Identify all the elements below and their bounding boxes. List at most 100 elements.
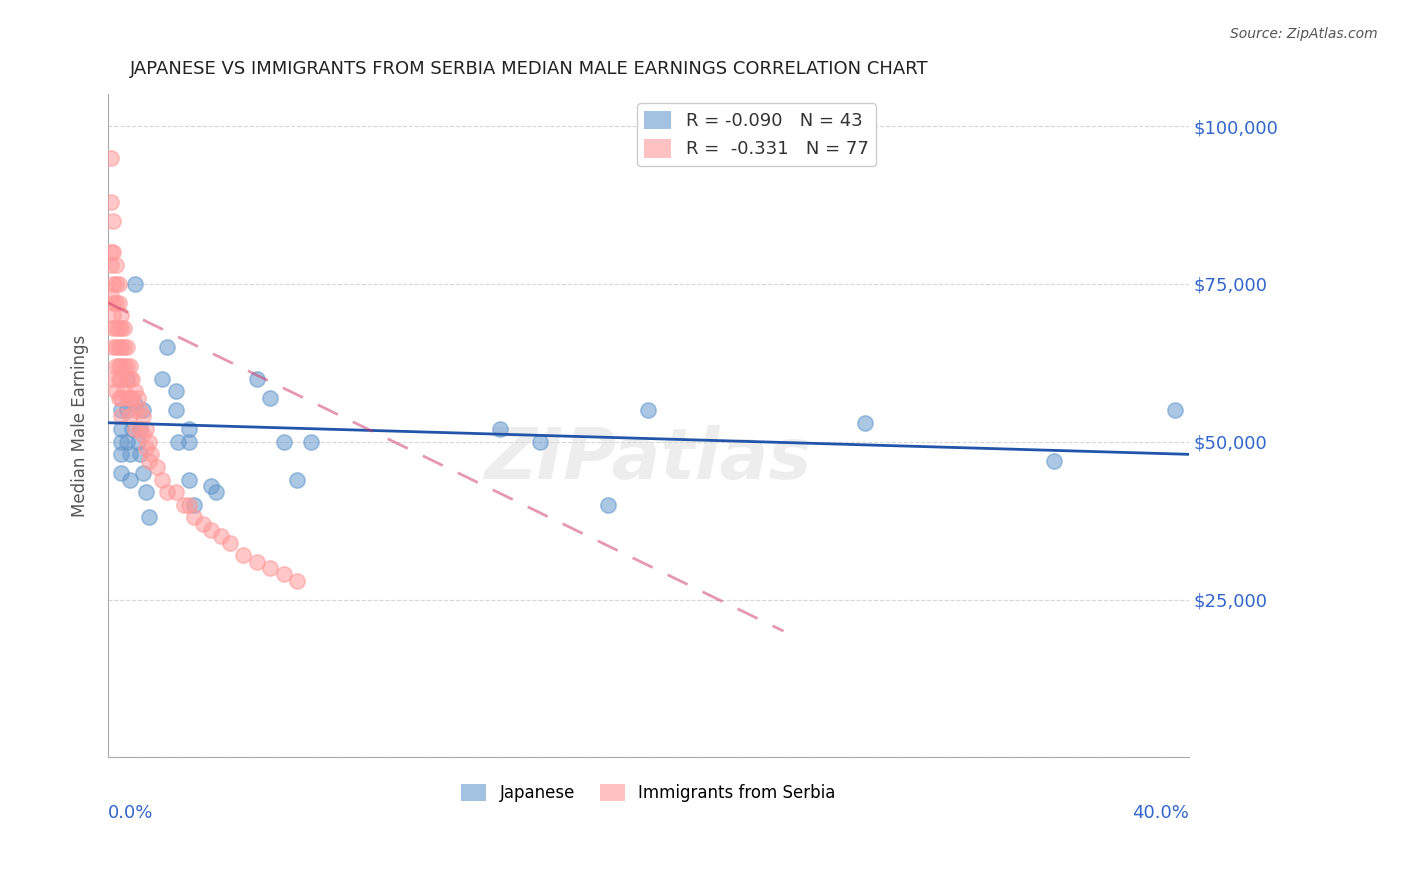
Y-axis label: Median Male Earnings: Median Male Earnings [72,334,89,517]
Immigrants from Serbia [118,409,141,424]
Immigrants from Serbia [183,510,205,524]
Immigrants from Serbia [110,371,132,385]
Japanese [124,277,146,291]
Japanese [273,434,295,449]
Immigrants from Serbia [100,289,122,303]
Immigrants from Serbia [105,258,128,272]
Japanese [135,485,157,500]
Text: ZIPatlas: ZIPatlas [485,425,813,493]
Immigrants from Serbia [107,295,129,310]
Immigrants from Serbia [124,403,146,417]
Japanese [110,467,132,481]
Immigrants from Serbia [110,359,132,373]
Japanese [165,384,187,399]
Immigrants from Serbia [218,535,240,549]
Immigrants from Serbia [141,447,163,461]
Immigrants from Serbia [138,434,160,449]
Japanese [183,498,205,512]
Immigrants from Serbia [285,574,308,588]
Text: Source: ZipAtlas.com: Source: ZipAtlas.com [1230,27,1378,41]
Immigrants from Serbia [173,498,195,512]
Text: JAPANESE VS IMMIGRANTS FROM SERBIA MEDIAN MALE EARNINGS CORRELATION CHART: JAPANESE VS IMMIGRANTS FROM SERBIA MEDIA… [129,60,928,78]
Immigrants from Serbia [124,422,146,436]
Immigrants from Serbia [129,422,152,436]
Immigrants from Serbia [100,258,122,272]
Immigrants from Serbia [107,321,129,335]
Japanese [853,416,876,430]
Text: 0.0%: 0.0% [108,804,153,822]
Immigrants from Serbia [103,321,125,335]
Japanese [138,510,160,524]
Immigrants from Serbia [105,340,128,354]
Immigrants from Serbia [232,549,254,563]
Japanese [156,340,179,354]
Immigrants from Serbia [246,555,269,569]
Japanese [118,473,141,487]
Immigrants from Serbia [103,277,125,291]
Japanese [115,403,138,417]
Legend: Japanese, Immigrants from Serbia: Japanese, Immigrants from Serbia [454,777,842,809]
Immigrants from Serbia [121,371,143,385]
Japanese [132,403,155,417]
Japanese [299,434,322,449]
Immigrants from Serbia [259,561,281,575]
Japanese [637,403,659,417]
Immigrants from Serbia [103,295,125,310]
Immigrants from Serbia [135,441,157,455]
Immigrants from Serbia [105,295,128,310]
Immigrants from Serbia [165,485,187,500]
Immigrants from Serbia [145,459,167,474]
Japanese [115,434,138,449]
Immigrants from Serbia [107,277,129,291]
Japanese [127,434,149,449]
Japanese [115,371,138,385]
Immigrants from Serbia [107,391,129,405]
Immigrants from Serbia [105,321,128,335]
Immigrants from Serbia [100,151,122,165]
Immigrants from Serbia [115,391,138,405]
Immigrants from Serbia [129,403,152,417]
Immigrants from Serbia [132,428,155,442]
Japanese [124,397,146,411]
Immigrants from Serbia [115,340,138,354]
Immigrants from Serbia [191,516,214,531]
Japanese [150,371,173,385]
Japanese [110,422,132,436]
Immigrants from Serbia [177,498,200,512]
Immigrants from Serbia [112,340,135,354]
Immigrants from Serbia [156,485,179,500]
Japanese [110,447,132,461]
Immigrants from Serbia [150,473,173,487]
Immigrants from Serbia [103,213,125,227]
Japanese [129,447,152,461]
Immigrants from Serbia [132,409,155,424]
Japanese [1042,453,1064,467]
Immigrants from Serbia [112,384,135,399]
Text: 40.0%: 40.0% [1132,804,1189,822]
Japanese [129,422,152,436]
Immigrants from Serbia [107,359,129,373]
Immigrants from Serbia [115,359,138,373]
Japanese [1164,403,1187,417]
Immigrants from Serbia [110,309,132,323]
Immigrants from Serbia [121,391,143,405]
Japanese [177,434,200,449]
Immigrants from Serbia [118,371,141,385]
Immigrants from Serbia [110,321,132,335]
Immigrants from Serbia [103,340,125,354]
Immigrants from Serbia [105,384,128,399]
Immigrants from Serbia [112,321,135,335]
Japanese [205,485,228,500]
Japanese [596,498,619,512]
Immigrants from Serbia [107,340,129,354]
Immigrants from Serbia [103,245,125,260]
Japanese [259,391,281,405]
Immigrants from Serbia [273,567,295,582]
Japanese [177,473,200,487]
Immigrants from Serbia [107,371,129,385]
Immigrants from Serbia [110,391,132,405]
Japanese [121,422,143,436]
Immigrants from Serbia [110,340,132,354]
Immigrants from Serbia [100,245,122,260]
Immigrants from Serbia [100,194,122,209]
